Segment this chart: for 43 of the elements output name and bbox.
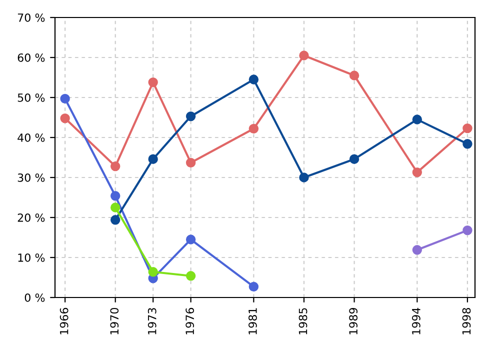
point — [110, 202, 120, 212]
x-tick-label: 1970 — [110, 308, 119, 334]
point — [462, 139, 472, 149]
y-tick-label: 40 % — [18, 133, 45, 142]
point — [148, 267, 158, 277]
point — [110, 161, 120, 172]
point — [60, 113, 70, 124]
point — [110, 191, 120, 201]
point — [248, 124, 259, 134]
point — [186, 271, 196, 281]
x-tick-label: 1966 — [60, 308, 68, 334]
point — [412, 114, 422, 124]
point — [248, 282, 259, 292]
y-tick-label: 0 % — [24, 293, 45, 302]
point — [148, 77, 158, 88]
point — [462, 123, 472, 134]
point — [148, 154, 158, 164]
point — [60, 94, 70, 104]
point — [186, 111, 196, 122]
point — [186, 234, 196, 244]
x-tick-label: 1973 — [148, 308, 156, 334]
x-tick-label: 1994 — [412, 308, 420, 334]
point — [248, 74, 259, 84]
point — [349, 70, 360, 80]
point — [412, 167, 422, 178]
point — [299, 50, 309, 60]
y-tick-label: 20 % — [18, 213, 45, 222]
point — [186, 158, 196, 168]
point — [110, 215, 120, 225]
point — [349, 154, 360, 164]
x-tick-label: 1985 — [298, 308, 308, 334]
x-tick-label: 1976 — [186, 308, 194, 334]
point — [462, 225, 472, 236]
y-tick-label: 50 % — [18, 93, 45, 102]
x-tick-label: 1989 — [349, 308, 358, 334]
y-tick-label: 70 % — [18, 13, 45, 22]
x-tick-label: 1998 — [462, 308, 471, 334]
x-tick-label: 1981 — [248, 308, 257, 334]
y-tick-label: 30 % — [18, 173, 45, 182]
point — [412, 245, 422, 255]
y-tick-label: 60 % — [18, 53, 45, 62]
y-tick-label: 10 % — [18, 253, 45, 262]
point — [299, 172, 309, 182]
